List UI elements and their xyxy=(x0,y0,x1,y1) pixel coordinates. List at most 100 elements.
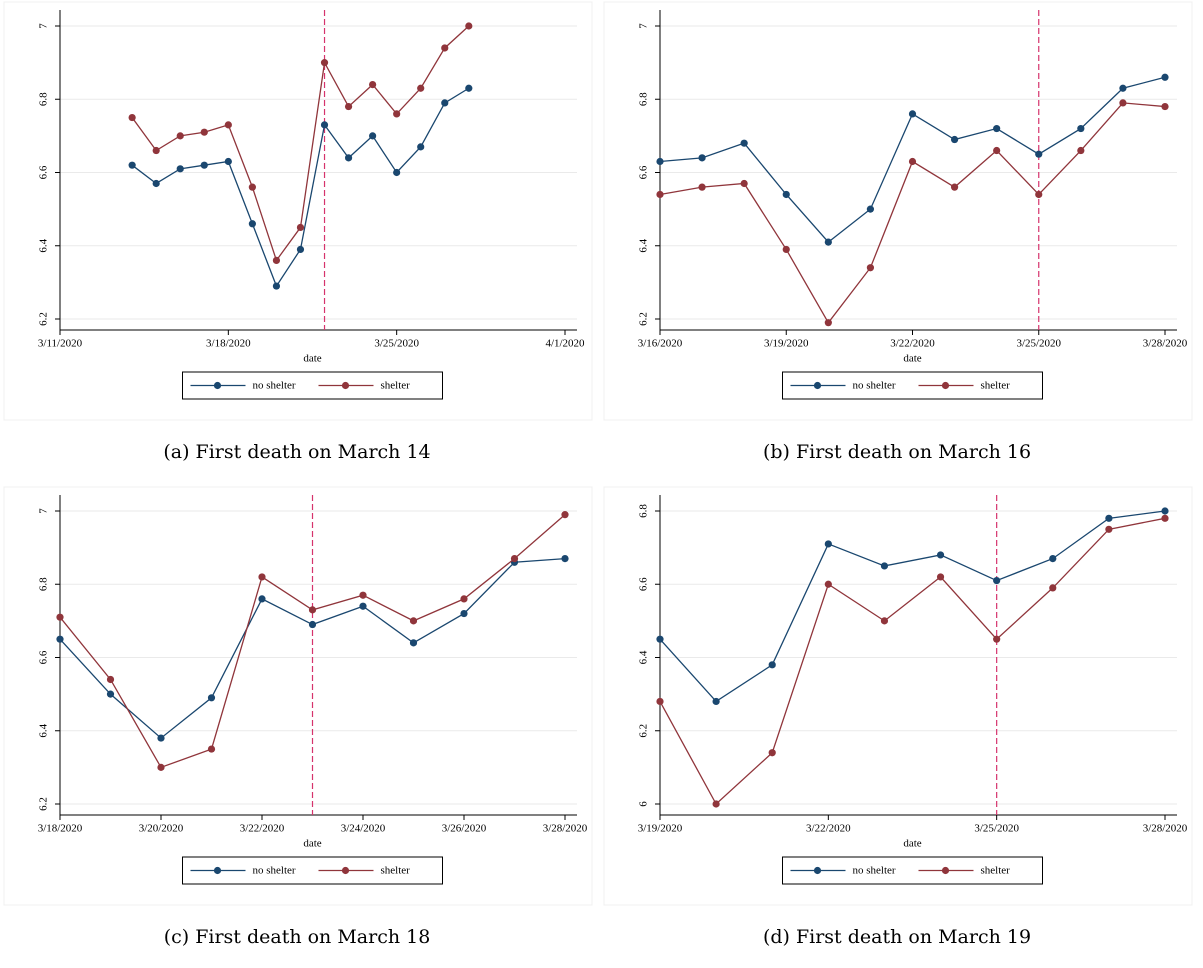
data-point xyxy=(1119,99,1127,107)
data-point xyxy=(465,84,473,92)
series-line xyxy=(131,87,470,288)
data-point xyxy=(936,573,945,581)
x-axis-title: date xyxy=(903,353,921,365)
data-point xyxy=(128,113,136,122)
data-point xyxy=(712,800,720,808)
y-tick-label: 6.6 xyxy=(638,165,650,179)
x-tick-label: 3/18/2020 xyxy=(206,338,251,350)
x-tick-label: 3/25/2020 xyxy=(374,338,419,350)
y-tick-label: 6.2 xyxy=(638,312,650,326)
legend-marker xyxy=(813,866,822,875)
data-point xyxy=(712,697,720,706)
data-point xyxy=(1105,525,1113,533)
data-point xyxy=(106,690,115,698)
data-point xyxy=(993,146,1001,155)
data-point xyxy=(656,157,664,166)
legend-label: shelter xyxy=(381,380,411,392)
data-point xyxy=(880,617,889,625)
data-point xyxy=(561,555,569,563)
data-point xyxy=(460,609,468,618)
data-point xyxy=(1049,555,1057,563)
data-point xyxy=(369,80,377,89)
data-point xyxy=(369,132,377,140)
x-tick-label: 3/19/2020 xyxy=(764,338,809,350)
data-point xyxy=(1035,150,1043,158)
caption: (a) First death on March 14 xyxy=(163,441,430,463)
data-point xyxy=(768,749,776,757)
chart-panel: 6.2 6.4 6.6 6.8 7 3/16/2020 3/19/2020 3/22/2020… xyxy=(603,1,1193,421)
legend-label: no shelter xyxy=(253,380,296,392)
data-point xyxy=(824,580,832,588)
series-line xyxy=(659,102,1166,324)
x-tick-label: 3/28/2020 xyxy=(543,823,588,835)
y-tick-label: 6.2 xyxy=(38,797,50,811)
data-point xyxy=(417,143,425,151)
x-tick-label: 3/22/2020 xyxy=(890,338,935,350)
data-point xyxy=(200,128,208,136)
caption: (c) First death on March 18 xyxy=(164,926,431,948)
legend-box xyxy=(782,371,1043,400)
y-tick-label: 7 xyxy=(638,23,650,29)
x-tick-label: 3/22/2020 xyxy=(806,823,851,835)
data-point xyxy=(698,183,706,191)
data-point xyxy=(1049,584,1057,592)
y-tick-label: 6.4 xyxy=(38,723,50,737)
chart-panel: 6 6.2 6.4 6.6 6.8 3/19/2020 3/22/2020 3/25/2020… xyxy=(603,486,1193,906)
data-point xyxy=(152,146,160,155)
y-tick-label: 6.2 xyxy=(38,312,50,326)
data-point xyxy=(296,223,305,232)
data-point xyxy=(258,573,266,581)
data-point xyxy=(782,245,790,254)
data-point xyxy=(1161,507,1169,515)
data-point xyxy=(1077,124,1085,133)
data-point xyxy=(866,205,875,213)
x-tick-label: 3/18/2020 xyxy=(38,823,83,835)
y-tick-label: 6.8 xyxy=(38,577,50,591)
data-point xyxy=(1077,146,1085,155)
series-line xyxy=(659,517,1166,806)
data-point xyxy=(417,84,425,92)
legend-marker xyxy=(941,866,950,875)
data-point xyxy=(1161,514,1169,522)
data-point xyxy=(296,245,305,254)
data-point xyxy=(128,161,136,169)
data-point xyxy=(993,124,1001,133)
data-point xyxy=(656,190,664,199)
data-point xyxy=(409,617,418,625)
y-tick-label: 6.8 xyxy=(638,504,650,518)
data-point xyxy=(824,319,832,327)
x-axis-title: date xyxy=(303,353,321,365)
data-point xyxy=(176,132,184,140)
x-tick-label: 3/20/2020 xyxy=(139,823,184,835)
legend-marker xyxy=(941,381,950,390)
data-point xyxy=(441,44,449,52)
data-point xyxy=(359,602,367,610)
data-point xyxy=(993,635,1001,643)
x-axis-title: date xyxy=(903,838,921,850)
data-point xyxy=(1161,73,1169,81)
y-tick-label: 6.4 xyxy=(38,238,50,252)
data-point xyxy=(393,110,401,118)
legend-label: no shelter xyxy=(853,865,896,877)
y-tick-label: 7 xyxy=(38,508,50,514)
data-point xyxy=(157,734,165,742)
data-point xyxy=(152,179,160,188)
x-tick-label: 4/1/2020 xyxy=(545,338,585,350)
panel-border xyxy=(3,1,593,421)
data-point xyxy=(510,555,519,563)
caption: (d) First death on March 19 xyxy=(763,926,1031,948)
data-point xyxy=(344,102,353,111)
data-point xyxy=(344,154,353,162)
data-point xyxy=(1119,84,1127,92)
data-point xyxy=(561,511,569,519)
data-point xyxy=(1035,190,1043,199)
x-tick-label: 3/25/2020 xyxy=(1016,338,1061,350)
x-tick-label: 3/16/2020 xyxy=(638,338,683,350)
panel-border xyxy=(3,486,593,906)
y-tick-label: 6 xyxy=(638,801,650,807)
data-point xyxy=(1161,102,1169,111)
x-tick-label: 3/24/2020 xyxy=(341,823,386,835)
data-point xyxy=(56,613,64,621)
x-tick-label: 3/28/2020 xyxy=(1143,338,1188,350)
legend-label: shelter xyxy=(381,865,411,877)
